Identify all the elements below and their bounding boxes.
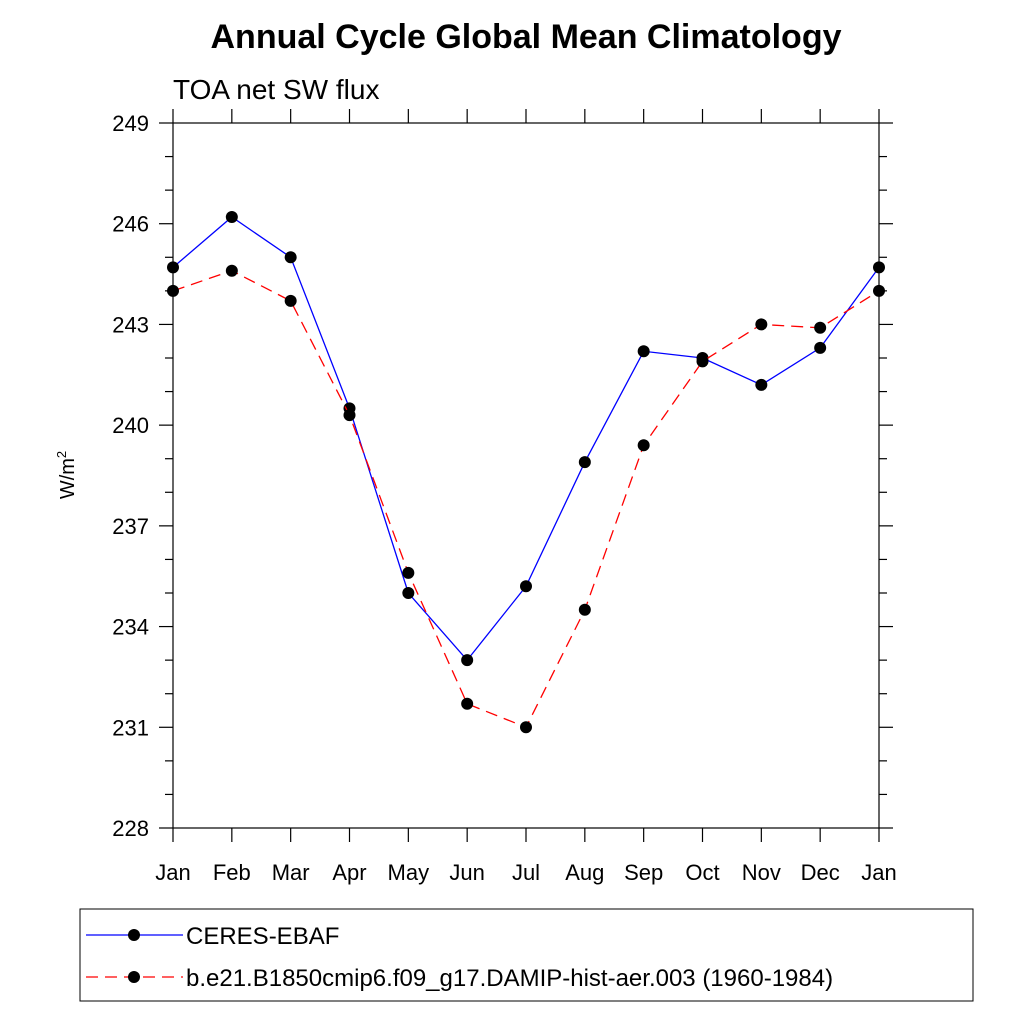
- data-point: [343, 409, 356, 422]
- series-line: [172, 270, 880, 729]
- data-point: [520, 721, 532, 734]
- y-tick-label: 237: [112, 514, 149, 539]
- x-tick-label: Nov: [742, 860, 781, 885]
- data-point: [520, 580, 532, 593]
- data-point: [873, 261, 885, 274]
- y-tick-labels: 228 231 234 237 240 243 246 249: [112, 111, 149, 841]
- series-layer: [167, 211, 885, 734]
- data-point: [225, 264, 238, 277]
- y-axis-label-text: W/m: [57, 458, 79, 499]
- y-tick-label: 231: [112, 715, 149, 740]
- y-axis-label-superscript: 2: [54, 451, 69, 458]
- x-tick-label: Feb: [213, 860, 251, 885]
- data-point: [578, 603, 591, 616]
- x-tick-label: Apr: [332, 860, 366, 885]
- data-point: [402, 566, 415, 579]
- data-point: [873, 284, 885, 297]
- data-point: [284, 251, 297, 264]
- data-point: [461, 697, 474, 710]
- x-tick-label: Sep: [624, 860, 663, 885]
- axis-ticks: [159, 109, 893, 842]
- x-tick-label: Mar: [272, 860, 310, 885]
- y-axis-label: W/m2: [54, 451, 79, 499]
- y-tick-label: 243: [112, 312, 149, 337]
- data-point: [755, 378, 768, 391]
- data-point: [814, 321, 827, 334]
- series-2: [167, 264, 885, 734]
- legend-label: b.e21.B1850cmip6.f09_g17.DAMIP-hist-aer.…: [186, 965, 833, 992]
- series-line: [172, 216, 880, 662]
- legend-marker: [128, 971, 140, 983]
- data-point: [402, 587, 415, 599]
- x-tick-label: Dec: [801, 860, 840, 885]
- y-tick-label: 240: [112, 413, 149, 438]
- legend: CERES-EBAF b.e21.B1850cmip6.f09_g17.DAMIP…: [86, 923, 833, 992]
- data-point: [696, 355, 709, 368]
- x-tick-label: Jun: [449, 860, 484, 885]
- legend-marker: [128, 929, 140, 941]
- x-tick-label: Jan: [861, 860, 896, 885]
- y-tick-label: 228: [112, 816, 149, 841]
- data-point: [461, 654, 474, 667]
- x-tick-label: Aug: [565, 860, 604, 885]
- legend-box: [79, 908, 974, 1002]
- data-point: [225, 211, 238, 223]
- y-tick-label: 234: [112, 615, 149, 640]
- data-point: [167, 261, 179, 274]
- series-1: [167, 211, 885, 667]
- x-tick-label: Oct: [685, 860, 719, 885]
- data-point: [755, 318, 768, 331]
- x-tick-label: Jan: [155, 860, 190, 885]
- chart-title: Annual Cycle Global Mean Climatology: [211, 18, 842, 56]
- y-tick-label: 246: [112, 212, 149, 237]
- data-point: [284, 294, 297, 307]
- data-point: [637, 345, 650, 358]
- data-point: [637, 439, 650, 452]
- data-point: [578, 456, 591, 469]
- legend-label: CERES-EBAF: [186, 923, 339, 950]
- data-point: [814, 341, 827, 354]
- y-tick-label: 249: [112, 111, 149, 136]
- data-point: [167, 284, 179, 297]
- x-tick-labels: Jan Feb Mar Apr May Jun Jul Aug Sep Oct Nov Dec Jan: [155, 860, 896, 885]
- x-tick-label: May: [388, 860, 430, 885]
- x-tick-label: Jul: [512, 860, 540, 885]
- chart-subtitle: TOA net SW flux: [173, 74, 379, 105]
